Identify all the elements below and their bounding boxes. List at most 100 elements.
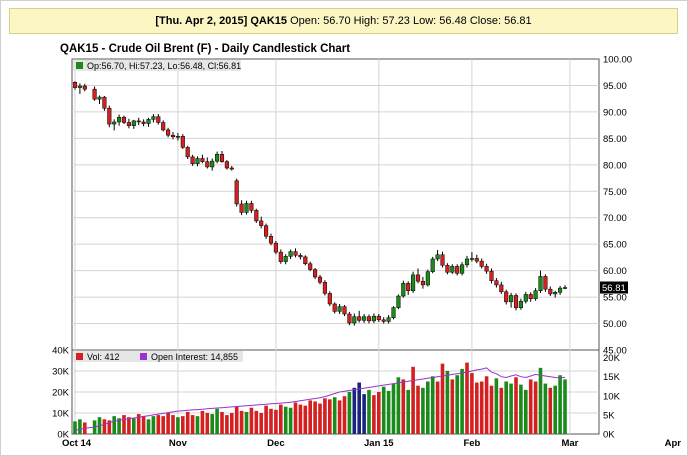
volume-legend-text: Vol: 412 xyxy=(87,352,120,362)
volume-bar xyxy=(136,414,141,434)
candle-down xyxy=(141,121,146,124)
candle-down xyxy=(92,88,97,100)
price-tick-label: 65.00 xyxy=(603,240,627,251)
price-legend-text: Op:56.70, Hi:57.23, Lo:56.48, Cl:56.81 xyxy=(87,61,241,71)
candle-down xyxy=(170,134,176,138)
volume-bar xyxy=(298,404,303,434)
volume-bar xyxy=(156,415,161,434)
price-tick-label: 90.00 xyxy=(603,107,627,118)
volume-bar xyxy=(401,379,406,434)
volume-bar xyxy=(288,407,293,434)
candle-down xyxy=(264,225,269,237)
open-interest-tick-label: 15K xyxy=(603,372,621,383)
candle-down xyxy=(229,167,234,170)
candle-up xyxy=(533,290,538,299)
candle-down xyxy=(185,147,190,158)
volume-bar xyxy=(146,419,151,434)
volume-bar xyxy=(494,378,499,434)
candle-up xyxy=(362,316,367,321)
volume-tick-label: 20K xyxy=(52,388,70,399)
candle-down xyxy=(121,116,127,123)
candle-up xyxy=(509,295,514,303)
candle-down xyxy=(278,251,283,262)
volume-tick-label: 10K xyxy=(52,409,70,420)
candle-down xyxy=(499,284,504,293)
candle-up xyxy=(469,258,474,260)
candle-up xyxy=(97,96,102,100)
candles xyxy=(72,81,568,326)
volume-bar xyxy=(426,381,430,434)
volume-bar xyxy=(283,406,288,434)
volume-bar xyxy=(396,377,401,434)
volume-bar xyxy=(279,404,283,434)
volume-tick-label: 0K xyxy=(57,430,69,441)
volume-bar xyxy=(357,382,361,434)
volume-bar xyxy=(171,415,175,434)
open-interest-line xyxy=(74,367,566,431)
candle-down xyxy=(293,251,298,256)
volume-bar xyxy=(499,387,504,434)
candle-up xyxy=(518,301,523,308)
candle-down xyxy=(415,274,421,282)
volume-bar xyxy=(479,381,484,434)
candle-down xyxy=(381,319,386,322)
candle-down xyxy=(273,242,278,253)
volume-bar xyxy=(558,375,562,434)
candle-down xyxy=(548,288,553,295)
volume-bar xyxy=(548,387,553,434)
price-tick-label: 70.00 xyxy=(603,213,627,224)
volume-bar xyxy=(332,397,337,434)
candle-up xyxy=(195,158,200,165)
candle-up xyxy=(558,287,563,293)
volume-bar xyxy=(416,385,420,434)
volume-bar xyxy=(411,366,415,434)
candle-up xyxy=(244,203,249,213)
candle-down xyxy=(161,122,166,131)
volume-bar xyxy=(318,403,322,434)
candle-down xyxy=(219,153,225,162)
candle-down xyxy=(504,291,509,303)
candle-up xyxy=(562,287,568,289)
candle-up xyxy=(283,256,288,262)
candle-down xyxy=(268,235,274,244)
candle-down xyxy=(107,107,112,125)
volume-bar xyxy=(470,373,474,434)
candle-up xyxy=(401,283,406,297)
volume-bar xyxy=(107,420,112,434)
volume-bar xyxy=(337,400,342,434)
candle-up xyxy=(538,276,543,291)
candle-down xyxy=(156,116,161,123)
candle-down xyxy=(200,158,205,162)
candle-up xyxy=(450,266,455,273)
volume-bar xyxy=(141,416,146,434)
candle-down xyxy=(445,265,450,273)
quote-date: [Thu. Apr 2, 2015] xyxy=(155,15,248,27)
candle-down xyxy=(298,255,303,258)
volume-bar xyxy=(514,377,518,434)
volume-bar xyxy=(377,392,381,434)
volume-bar xyxy=(372,395,376,434)
volume-bar xyxy=(190,415,195,434)
candle-down xyxy=(303,256,308,265)
volume-bar xyxy=(553,385,557,434)
quote-symbol: QAK15 xyxy=(250,15,287,27)
volume-bar xyxy=(112,416,116,434)
volume-bar xyxy=(381,386,386,434)
volume-bar xyxy=(78,419,82,434)
candle-down xyxy=(347,313,352,324)
candle-up xyxy=(460,264,465,274)
candle-up xyxy=(464,258,470,266)
candle-down xyxy=(528,294,533,299)
volume-bar xyxy=(220,411,224,434)
volume-bar xyxy=(200,410,205,434)
candle-up xyxy=(337,306,342,312)
volume-bar xyxy=(406,389,410,434)
candle-down xyxy=(224,161,229,169)
axes: 100.00 95.00 90.00 85.00 80.00 75.00 70.00 65.0… xyxy=(52,55,681,450)
volume-bar xyxy=(421,387,425,434)
candle-down xyxy=(102,96,107,109)
candle-up xyxy=(396,295,401,308)
volume-bar xyxy=(274,409,278,434)
candle-down xyxy=(190,156,195,165)
